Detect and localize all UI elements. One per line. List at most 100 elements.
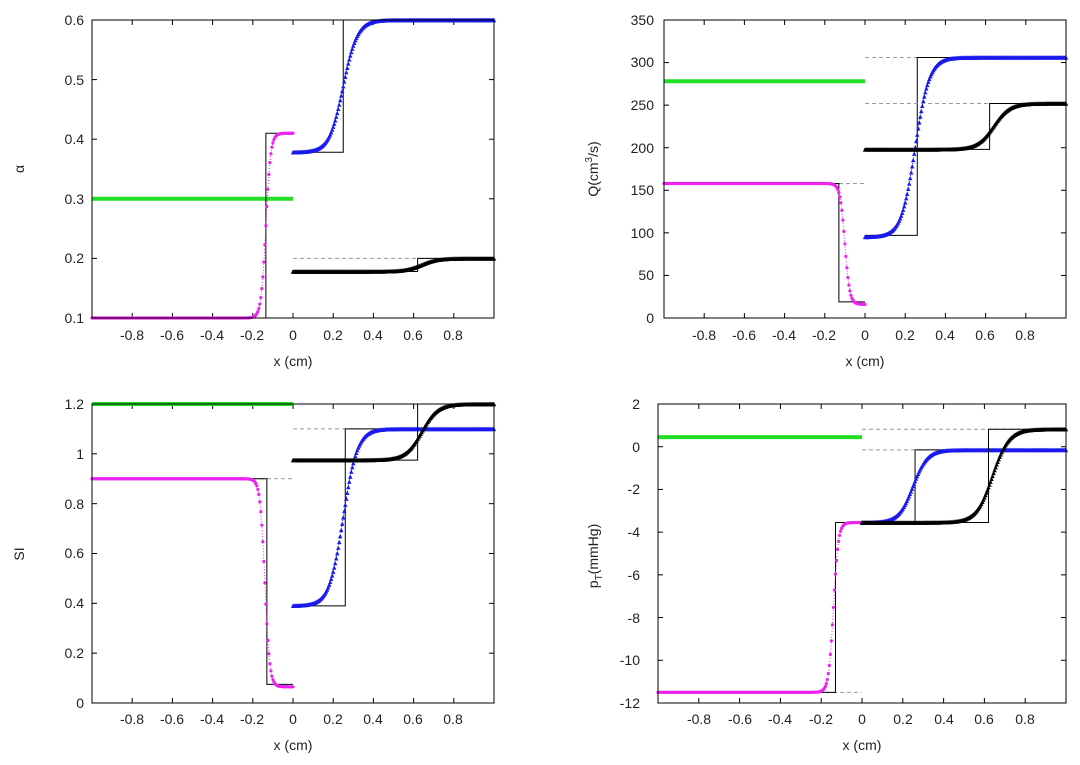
series-magenta-point	[269, 669, 273, 673]
plot-frame-pT	[657, 403, 1067, 704]
series-blue-point	[906, 494, 912, 499]
series-magenta-point	[260, 523, 264, 527]
y-tick-label: 300	[631, 54, 655, 70]
series-blue-point	[339, 527, 344, 533]
series-magenta-point	[258, 302, 262, 306]
x-tick-label: -0.6	[732, 327, 756, 343]
panel-pT: -0.8 -0.6 -0.4 -0.2 0 0.2 0.4 0.6 0.8 x …	[585, 396, 1069, 753]
y-tick-label: -4	[628, 524, 641, 540]
series-blue-point	[900, 207, 906, 212]
series-blue-point	[328, 576, 334, 582]
series-blue-point	[326, 582, 332, 587]
y-tick-label: 50	[638, 267, 654, 283]
series-blue-point	[337, 102, 342, 107]
marks-SI	[90, 401, 497, 704]
series-blue-exact	[862, 449, 1066, 524]
series-blue-point	[916, 126, 921, 131]
series-blue-point	[334, 114, 339, 119]
series-blue-point	[911, 481, 917, 486]
x-tick-label: -0.4	[772, 327, 796, 343]
series-magenta-point	[263, 581, 267, 585]
series-magenta-point	[830, 623, 835, 627]
series-magenta-point	[842, 229, 846, 234]
series-blue-point	[908, 489, 914, 494]
series-magenta-point	[829, 639, 834, 643]
x-axis-alpha: -0.8 -0.6 -0.4 -0.2 0 0.2 0.4 0.6 0.8 x …	[120, 327, 463, 369]
series-blue-point	[345, 65, 350, 70]
series-blue-point	[921, 98, 926, 104]
series-magenta-point	[828, 652, 832, 657]
y-tick-label: -12	[620, 695, 640, 711]
series-black-point	[986, 485, 991, 490]
series-black-point	[992, 467, 997, 473]
x-tick-label: 0.4	[363, 711, 383, 727]
series-blue-point	[335, 550, 340, 556]
series-black-line	[865, 102, 1066, 150]
series-blue-point	[332, 121, 337, 126]
x-axis-Q: -0.8 -0.6 -0.4 -0.2 0 0.2 0.4 0.6 0.8 x …	[692, 327, 1035, 369]
series-blue-point	[904, 498, 910, 504]
x-tick-label: 0.2	[323, 327, 343, 343]
series-magenta-point	[849, 293, 853, 297]
x-tick-label: 0.8	[1015, 711, 1035, 727]
series-blue-point	[353, 453, 358, 459]
series-blue-point	[922, 94, 927, 99]
series-magenta-point	[837, 533, 842, 538]
series-magenta-point	[259, 295, 263, 300]
series-blue-point	[912, 151, 917, 156]
series-blue-point	[342, 79, 347, 84]
series-magenta-point	[268, 160, 272, 165]
series-magenta-point	[836, 539, 841, 543]
series-blue-point	[353, 37, 358, 43]
x-tick-label: -0.4	[200, 327, 224, 343]
series-magenta-point	[264, 602, 268, 606]
series-black-point	[985, 487, 990, 493]
x-tick-label: 0.6	[403, 327, 423, 343]
y-tick-label: 0.8	[65, 496, 85, 512]
series-black-point	[988, 479, 993, 484]
y-axis-SI: 0 0.2 0.4 0.6 0.8 1 1.2 SI	[11, 396, 84, 711]
series-magenta-point	[837, 191, 841, 195]
series-blue-point	[914, 473, 920, 479]
x-tick-label: -0.8	[692, 327, 716, 343]
marks-pT	[656, 403, 1069, 704]
series-blue-point	[346, 484, 351, 490]
series-blue-point	[340, 521, 345, 526]
x-axis-SI: -0.8 -0.6 -0.4 -0.2 0 0.2 0.4 0.6 0.8 x …	[120, 711, 463, 753]
series-blue-point	[349, 49, 354, 55]
series-blue-point	[333, 560, 338, 566]
x-tick-label: 0	[861, 327, 869, 343]
series-magenta-point	[840, 208, 844, 212]
series-magenta-point	[259, 510, 263, 514]
series-blue-point	[344, 496, 349, 501]
series-magenta-point	[836, 188, 840, 192]
series-magenta-point	[266, 638, 270, 643]
y-tick-label: 200	[631, 140, 655, 156]
series-blue-point	[328, 129, 334, 135]
series-magenta-point	[845, 266, 849, 270]
series-black-exact	[862, 428, 1066, 524]
series-magenta-point	[257, 492, 261, 497]
series-blue-point	[926, 79, 931, 84]
series-magenta-point	[826, 671, 830, 676]
marks-Q	[662, 19, 1069, 319]
y-tick-label: 0.2	[65, 645, 85, 661]
series-magenta-point	[265, 205, 269, 209]
series-blue-point	[342, 508, 347, 514]
series-magenta-line	[92, 478, 293, 688]
series-blue-point	[896, 218, 902, 223]
series-magenta-point	[264, 224, 268, 228]
series-black-point	[993, 465, 998, 470]
x-tick-label: -0.2	[812, 327, 836, 343]
series-blue-point	[338, 533, 343, 539]
x-tick-label: -0.6	[160, 327, 184, 343]
series-magenta-point	[269, 152, 273, 156]
series-blue-point	[905, 191, 910, 196]
y-axis-label-pT: pT(mmHg)	[585, 524, 605, 588]
x-tick-label: 0.6	[974, 711, 994, 727]
series-blue-point	[325, 585, 331, 590]
series-black-line	[862, 428, 1066, 523]
series-black-exact	[865, 102, 1066, 150]
series-blue-point	[343, 502, 348, 508]
series-magenta-point	[838, 529, 843, 533]
